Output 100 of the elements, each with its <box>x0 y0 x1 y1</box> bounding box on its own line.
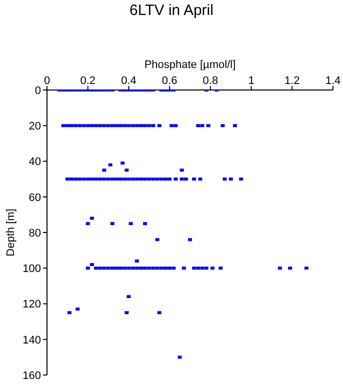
point <box>114 124 118 128</box>
point <box>174 124 178 128</box>
point <box>168 266 172 270</box>
point <box>65 124 70 128</box>
y-tick-label: 40 <box>28 156 41 168</box>
point <box>143 124 148 128</box>
point <box>120 162 125 165</box>
point <box>159 178 164 181</box>
point <box>106 266 110 270</box>
y-tick-label: 160 <box>22 370 41 382</box>
point <box>151 178 156 181</box>
point <box>218 266 223 270</box>
point <box>118 178 123 181</box>
point <box>155 238 160 242</box>
point <box>82 178 86 181</box>
point <box>110 124 114 128</box>
x-tick-label: 1.4 <box>325 75 341 87</box>
point <box>180 178 184 181</box>
x-tick-label: 0.4 <box>121 75 136 87</box>
point <box>94 178 98 181</box>
point <box>110 178 114 181</box>
point <box>200 124 204 128</box>
point <box>151 124 156 128</box>
point <box>196 124 200 128</box>
point <box>200 266 204 270</box>
x-tick-label: 0.8 <box>202 75 218 87</box>
point <box>126 178 131 181</box>
y-tick-label: 100 <box>22 263 41 276</box>
point <box>118 266 123 270</box>
point <box>157 124 162 128</box>
point <box>130 178 135 181</box>
point <box>174 178 178 181</box>
point <box>134 178 139 181</box>
point <box>134 260 139 262</box>
point <box>124 311 129 314</box>
point <box>106 178 110 181</box>
point <box>188 238 192 242</box>
point <box>278 266 282 270</box>
y-axis-title: Depth [m] <box>4 208 17 256</box>
point <box>76 308 80 311</box>
point <box>65 178 70 181</box>
point <box>86 178 90 181</box>
point <box>102 124 106 128</box>
point <box>151 266 156 270</box>
point <box>108 163 112 166</box>
point <box>102 178 106 181</box>
point <box>90 216 94 220</box>
point <box>143 222 148 226</box>
point <box>110 266 114 270</box>
x-tick-label: 1 <box>248 75 254 87</box>
y-tick-label: 60 <box>28 192 41 204</box>
point <box>143 266 148 270</box>
point <box>122 178 127 181</box>
point <box>122 266 127 270</box>
point <box>134 266 139 270</box>
point <box>157 311 162 314</box>
x-tick-label: 0.6 <box>162 75 178 87</box>
point <box>196 266 200 270</box>
point <box>192 266 196 270</box>
point <box>138 178 143 181</box>
x-tick-label: 0.2 <box>80 75 96 87</box>
point <box>172 266 176 270</box>
point <box>106 124 110 128</box>
point <box>128 222 133 226</box>
point <box>222 178 227 181</box>
point <box>110 222 114 226</box>
point <box>78 178 82 181</box>
point <box>102 168 106 172</box>
point <box>182 266 186 270</box>
point <box>102 266 106 270</box>
point <box>114 178 118 181</box>
point <box>178 356 182 359</box>
point <box>94 266 98 270</box>
y-tick-label: 120 <box>22 298 41 311</box>
point <box>184 178 188 181</box>
point <box>98 124 102 128</box>
point <box>210 266 214 270</box>
x-tick-label: 1.2 <box>284 75 300 87</box>
chart-title: 6LTV in April <box>128 2 214 19</box>
point <box>67 311 72 314</box>
point <box>168 178 172 181</box>
point <box>126 124 131 128</box>
y-tick-label: 140 <box>22 334 41 346</box>
point <box>159 266 164 270</box>
point <box>170 124 174 128</box>
point <box>206 124 210 128</box>
x-axis-title: Phosphate [µmol/l] <box>144 58 236 71</box>
point <box>70 124 74 128</box>
point <box>138 124 143 128</box>
point <box>70 178 74 181</box>
point <box>90 178 94 181</box>
point <box>198 178 202 181</box>
point <box>86 124 90 128</box>
point <box>220 124 225 128</box>
point <box>86 222 90 226</box>
point <box>86 266 90 270</box>
point <box>90 263 94 266</box>
point <box>134 124 139 128</box>
point <box>138 266 143 270</box>
point <box>163 266 168 270</box>
